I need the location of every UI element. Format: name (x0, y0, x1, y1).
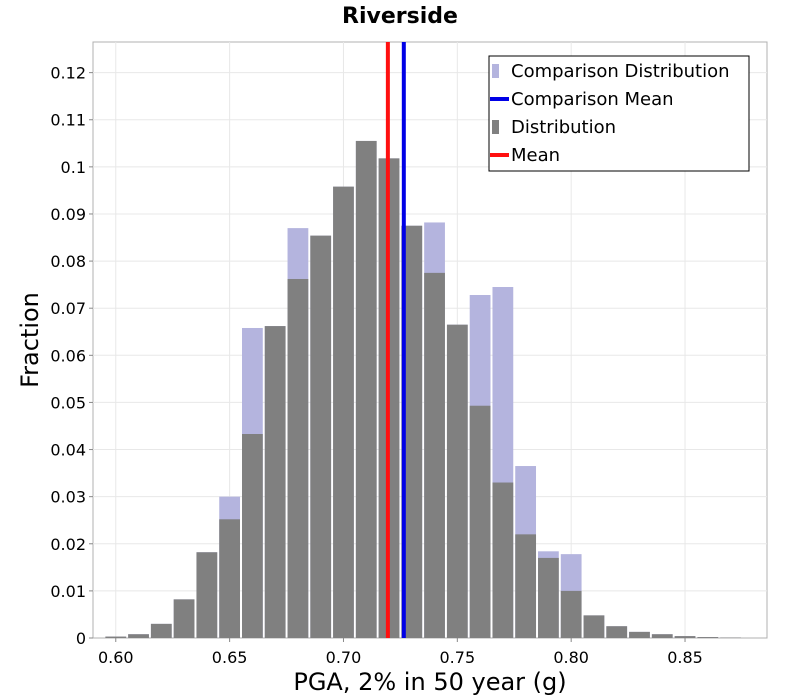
distribution-bar (697, 637, 719, 638)
chart-title: Riverside (342, 4, 458, 29)
legend-swatch (492, 120, 499, 134)
x-tick-label: 0.75 (440, 648, 476, 667)
x-tick-label: 0.60 (98, 648, 134, 667)
distribution-bar (446, 324, 468, 638)
legend-swatch (492, 64, 499, 78)
distribution-bar (469, 405, 491, 638)
x-tick-label: 0.80 (553, 648, 589, 667)
distribution-bar (651, 634, 673, 638)
mean-lines (385, 42, 406, 638)
distribution-bar (492, 482, 514, 638)
y-tick-label: 0.03 (50, 488, 86, 507)
grid (93, 42, 767, 638)
x-tick-label: 0.85 (667, 648, 703, 667)
y-tick-label: 0.08 (50, 252, 86, 271)
distribution-bar (515, 534, 537, 638)
y-tick-label: 0.06 (50, 346, 86, 365)
distribution-bar (264, 326, 286, 638)
x-axis-ticks: 0.60 0.65 0.70 0.75 0.80 0.85 (98, 638, 703, 667)
y-tick-label: 0.09 (50, 205, 86, 224)
y-tick-label: 0.11 (50, 111, 86, 130)
distribution-bar (150, 623, 172, 638)
distribution-bar (196, 552, 218, 638)
distribution-bar (629, 631, 650, 638)
y-tick-label: 0.02 (50, 535, 86, 554)
legend-label: Comparison Distribution (511, 61, 730, 82)
distribution-bar (287, 278, 309, 638)
y-tick-label: 0.1 (61, 158, 86, 177)
x-axis-label: PGA, 2% in 50 year (g) (293, 668, 566, 696)
legend-box (488, 55, 750, 172)
y-axis-ticks: 0 0.01 0.02 0.03 0.04 0.05 0.06 0.07 0.08 0.09 0.1… (50, 64, 93, 648)
legend-label: Mean (511, 145, 560, 166)
distribution-bar (538, 557, 559, 638)
y-tick-label: 0.07 (50, 299, 86, 318)
bars (105, 140, 741, 639)
y-tick-label: 0.01 (50, 582, 86, 601)
distribution-bar (401, 225, 423, 638)
legend-label: Comparison Mean (511, 89, 674, 110)
legend: Comparison Distribution Comparison Mean Di… (488, 55, 750, 172)
distribution-bar (242, 433, 263, 638)
y-tick-label: 0.04 (50, 441, 86, 460)
distribution-bar (219, 519, 241, 638)
distribution-bar (310, 235, 332, 638)
distribution-bar (560, 590, 582, 638)
legend-label: Distribution (511, 117, 616, 138)
distribution-series (105, 140, 741, 639)
y-tick-label: 0.05 (50, 393, 86, 412)
x-tick-label: 0.70 (326, 648, 362, 667)
y-axis-label: Fraction (16, 292, 44, 388)
distribution-bar (173, 599, 195, 638)
y-tick-label: 0 (76, 629, 86, 648)
y-tick-label: 0.12 (50, 64, 86, 83)
distribution-bar (606, 626, 628, 638)
x-tick-label: 0.65 (212, 648, 248, 667)
distribution-bar (424, 272, 445, 638)
distribution-bar (583, 615, 605, 638)
distribution-bar (355, 140, 377, 638)
distribution-bar (674, 636, 696, 638)
distribution-bar (128, 634, 149, 638)
distribution-bar (333, 186, 354, 638)
distribution-bar (105, 636, 127, 638)
